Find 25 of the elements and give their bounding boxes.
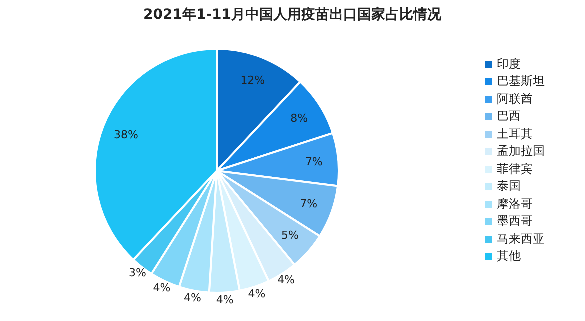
data-label: 5% — [281, 229, 299, 242]
legend-label: 菲律宾 — [497, 160, 533, 178]
data-label: 3% — [129, 266, 146, 280]
legend-label: 摩洛哥 — [497, 196, 533, 213]
data-label: 12% — [240, 74, 266, 87]
legend-label: 泰国 — [497, 178, 521, 196]
data-label: 7% — [300, 198, 318, 211]
legend-label: 巴西 — [497, 108, 521, 126]
data-label: 8% — [290, 112, 308, 126]
legend-label: 巴基斯坦 — [497, 73, 545, 90]
data-label: 4% — [248, 287, 266, 300]
legend-label: 马来西亚 — [497, 230, 545, 248]
legend-label: 印度 — [497, 56, 521, 73]
data-label: 4% — [278, 274, 296, 287]
chart-title: 2021年1-11月中国人用疫苗出口国家占比情况 — [142, 6, 442, 24]
legend-label: 土耳其 — [497, 126, 533, 143]
data-label: 38% — [114, 128, 138, 142]
legend-label: 阿联酋 — [497, 90, 533, 108]
data-label: 4% — [184, 292, 202, 305]
data-label: 7% — [305, 155, 323, 168]
data-label: 4% — [153, 282, 171, 295]
data-label: 4% — [216, 294, 234, 307]
legend-label: 孟加拉国 — [497, 143, 545, 160]
legend-label: 其他 — [497, 248, 521, 266]
legend-label: 墨西哥 — [497, 213, 533, 230]
